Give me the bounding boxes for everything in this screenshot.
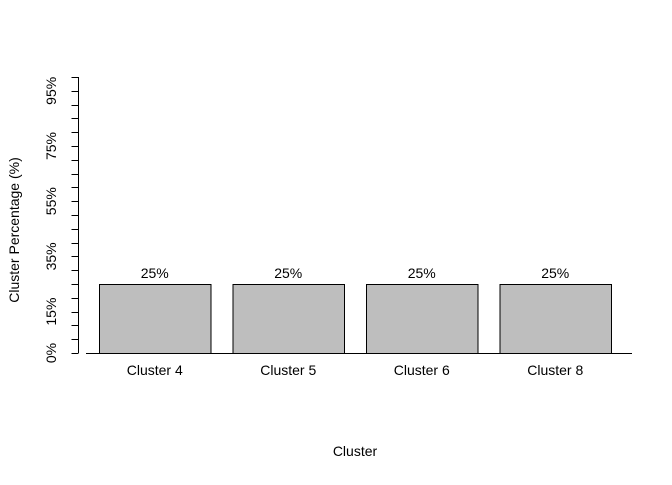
y-tick-label: 35%: [43, 242, 59, 270]
y-axis: 0% 15% 35% 55% 75% 95%: [43, 77, 79, 363]
bar: [232, 284, 345, 354]
y-tick-label: 95%: [43, 77, 59, 105]
data-label: 25%: [408, 265, 436, 281]
y-axis-label: Cluster Percentage (%): [6, 157, 22, 303]
data-label: 25%: [541, 265, 569, 281]
bar: [499, 284, 612, 354]
x-tick-label: Cluster 4: [127, 362, 183, 378]
x-axis-label: Cluster: [333, 443, 378, 459]
y-tick-label: 75%: [43, 132, 59, 160]
data-label: 25%: [274, 265, 302, 281]
bar: [366, 284, 479, 354]
bars: 25% Cluster 4 25% Cluster 5 25% Cluster 6 25% C…: [99, 265, 612, 378]
x-tick-label: Cluster 6: [394, 362, 450, 378]
x-tick-label: Cluster 8: [527, 362, 583, 378]
data-label: 25%: [141, 265, 169, 281]
y-tick-label: 0%: [43, 343, 59, 363]
y-tick-label: 15%: [43, 298, 59, 326]
bar: [99, 284, 212, 354]
y-tick-label: 55%: [43, 187, 59, 215]
x-tick-label: Cluster 5: [260, 362, 316, 378]
